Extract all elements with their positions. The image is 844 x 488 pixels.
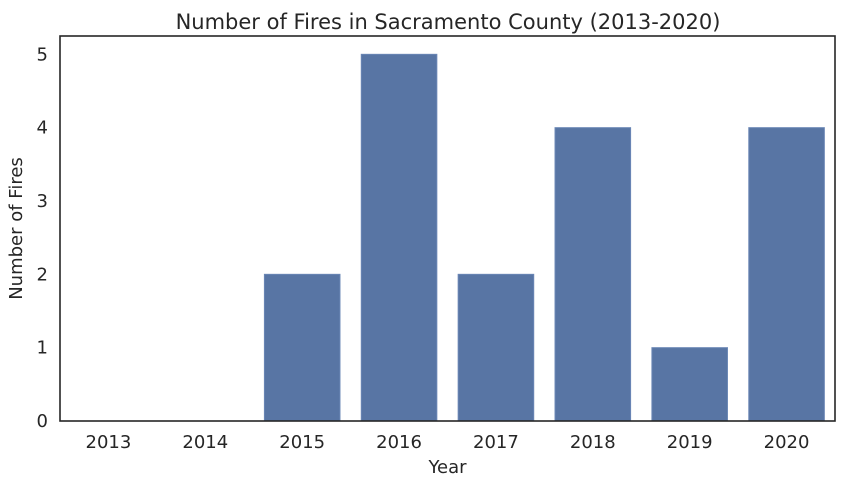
y-tick-label-4: 4	[37, 118, 48, 139]
bar-2017	[457, 273, 535, 422]
y-tick-label-2: 2	[37, 264, 48, 285]
y-tick-label-1: 1	[37, 338, 48, 359]
y-tick-label-0: 0	[37, 411, 48, 432]
y-axis-ticks: 0 1 2 3 4 5	[37, 44, 48, 432]
y-tick-label-5: 5	[37, 44, 48, 65]
bar-2019	[651, 347, 728, 422]
plot-frame	[59, 35, 836, 422]
x-tick-label-2020: 2020	[764, 432, 810, 453]
bar-2020	[748, 127, 825, 422]
bar-2018	[554, 127, 632, 422]
y-axis-label: Number of Fires	[6, 157, 27, 300]
x-tick-label-2013: 2013	[86, 432, 132, 453]
x-axis-ticks: 2013 2014 2015 2016 2017 2018 2019 2020	[86, 432, 810, 453]
x-tick-label-2019: 2019	[667, 432, 713, 453]
bar-2016	[360, 53, 438, 422]
x-axis-label: Year	[427, 457, 467, 478]
x-tick-label-2018: 2018	[570, 432, 616, 453]
x-tick-label-2015: 2015	[279, 432, 325, 453]
y-tick-label-3: 3	[37, 191, 48, 212]
x-tick-label-2014: 2014	[182, 432, 228, 453]
chart-title: Number of Fires in Sacramento County (20…	[176, 10, 721, 34]
x-tick-label-2016: 2016	[376, 432, 422, 453]
bar-2015	[263, 273, 341, 422]
x-tick-label-2017: 2017	[473, 432, 519, 453]
bars-group	[263, 53, 825, 422]
